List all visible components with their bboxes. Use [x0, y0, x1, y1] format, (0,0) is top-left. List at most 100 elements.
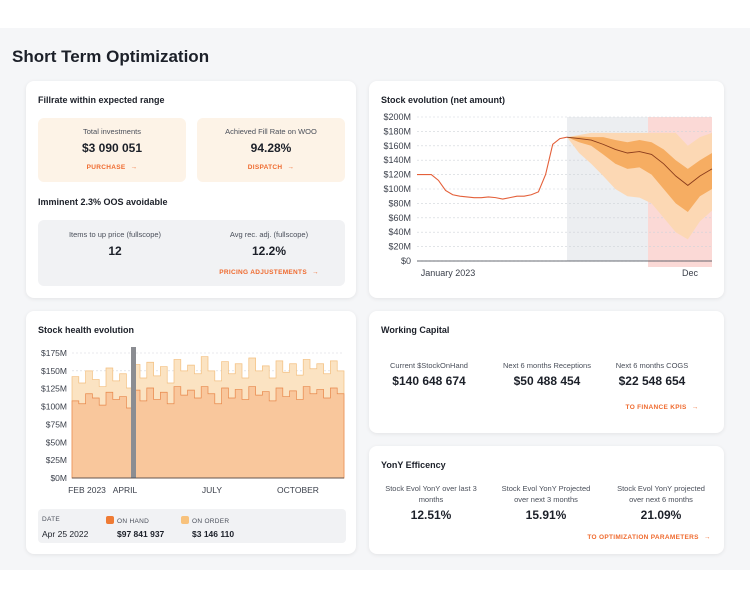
- yony-last-3-months-stat: Stock Evol YonY over last 3 months 12.51…: [369, 484, 493, 522]
- pricing-tile: Items to up price (fullscope) 12 Avg rec…: [38, 220, 345, 286]
- receptions-label: Next 6 months Receptions: [503, 361, 591, 370]
- y-tick-label: $80M: [388, 198, 411, 208]
- pricing-adjustments-link[interactable]: PRICING ADJUSTEMENTS →: [192, 269, 346, 276]
- on-hand-header-label: ON HAND: [117, 518, 150, 525]
- on-hand-area: [71, 386, 345, 479]
- on-order-header: ON ORDER: [181, 516, 229, 525]
- yony-last-3-months-label-2: months: [418, 495, 444, 504]
- y-tick-label: $200M: [383, 112, 411, 122]
- finance-kpis-link[interactable]: TO FINANCE KPIS →: [597, 404, 727, 411]
- arrow-right-icon: →: [130, 164, 138, 171]
- stock-health-title: Stock health evolution: [38, 325, 135, 335]
- working-capital-title: Working Capital: [381, 325, 450, 335]
- y-tick-label: $40M: [388, 227, 411, 237]
- fillrate-title: Fillrate within expected range: [38, 95, 165, 105]
- y-tick-label: $100M: [383, 184, 411, 194]
- yony-last-3-months-value: 12.51%: [410, 508, 452, 522]
- date-header: DATE: [42, 516, 61, 523]
- stock-evolution-title: Stock evolution (net amount): [381, 95, 506, 105]
- on-order-legend-icon: [181, 516, 189, 524]
- y-tick-label: $100M: [41, 402, 67, 412]
- y-tick-label: $75M: [46, 419, 67, 429]
- items-up-value: 12: [108, 244, 122, 258]
- items-up-block: Items to up price (fullscope) 12: [38, 230, 192, 258]
- forecast-median-line: [566, 136, 713, 186]
- x-tick-label: JULY: [202, 485, 222, 495]
- optimization-parameters-link-label: TO OPTIMIZATION PARAMETERS: [587, 534, 699, 541]
- x-tick-label: FEB 2023: [68, 485, 106, 495]
- stock-on-hand-label: Current $StockOnHand: [390, 361, 468, 370]
- yony-next-3-months-value: 15.91%: [525, 508, 567, 522]
- date-value: Apr 25 2022: [42, 529, 89, 539]
- yony-card: YonY Efficency Stock Evol YonY over last…: [369, 446, 724, 554]
- on-hand-value: $97 841 937: [117, 529, 165, 539]
- avg-rec-block: Avg rec. adj. (fullscope) 12.2%: [192, 230, 346, 258]
- fill-rate-label: Achieved Fill Rate on WOO: [225, 127, 317, 136]
- x-tick-label: Dec: [682, 268, 699, 278]
- arrow-right-icon: →: [691, 404, 699, 411]
- y-tick-label: $0M: [50, 473, 67, 483]
- avg-rec-label: Avg rec. adj. (fullscope): [229, 230, 309, 239]
- yony-next-6-months-label-2: over next 6 months: [629, 495, 693, 504]
- fill-rate-value: 94.28%: [250, 141, 292, 155]
- yony-next-3-months-stat: Stock Evol YonY Projected over next 3 mo…: [484, 484, 608, 522]
- y-tick-label: $150M: [41, 366, 67, 376]
- y-tick-label: $60M: [388, 213, 411, 223]
- total-investments-tile: Total investments $3 090 051 PURCHASE →: [38, 118, 186, 182]
- dispatch-link-label: DISPATCH: [247, 164, 283, 171]
- on-hand-legend-icon: [106, 516, 114, 524]
- x-tick-label: OCTOBER: [277, 485, 319, 495]
- total-investments-label: Total investments: [83, 127, 141, 136]
- cogs-stat: Next 6 months COGS $22 548 654: [597, 361, 707, 388]
- dispatch-link[interactable]: DISPATCH →: [197, 164, 345, 171]
- arrow-right-icon: →: [287, 164, 295, 171]
- stock-on-hand-stat: Current $StockOnHand $140 648 674: [369, 361, 489, 388]
- stock-health-tooltip-table: DATE Apr 25 2022 ON HAND $97 841 937 ON …: [38, 509, 346, 543]
- stock-evolution-card: Stock evolution (net amount) $0 $20M $40M $…: [369, 81, 724, 298]
- purchase-link[interactable]: PURCHASE →: [38, 164, 186, 171]
- on-order-value: $3 146 110: [192, 529, 235, 539]
- date-cursor: [131, 347, 136, 478]
- y-tick-label: $175M: [41, 348, 67, 358]
- forecast-inner-band: [567, 136, 712, 213]
- fillrate-card: Fillrate within expected range Total inv…: [26, 81, 356, 298]
- yony-next-6-months-label-1: Stock Evol YonY projected: [617, 484, 705, 493]
- receptions-stat: Next 6 months Receptions $50 488 454: [487, 361, 607, 388]
- y-tick-label: $25M: [46, 455, 67, 465]
- pricing-link-label: PRICING ADJUSTEMENTS: [219, 269, 307, 276]
- yony-next-6-months-value: 21.09%: [640, 508, 682, 522]
- y-tick-label: $120M: [383, 170, 411, 180]
- yony-title: YonY Efficency: [381, 460, 446, 470]
- y-tick-label: $20M: [388, 242, 411, 252]
- x-tick-label: January 2023: [421, 268, 476, 278]
- fill-rate-tile: Achieved Fill Rate on WOO 94.28% DISPATC…: [197, 118, 345, 182]
- receptions-value: $50 488 454: [513, 374, 581, 388]
- y-tick-label: $0: [401, 256, 411, 266]
- stock-evolution-chart: $0 $20M $40M $60M $80M $100M $120M $140M $160M $1…: [383, 112, 713, 278]
- finance-kpis-link-label: TO FINANCE KPIS: [625, 404, 687, 411]
- cogs-value: $22 548 654: [618, 374, 686, 388]
- optimization-parameters-link[interactable]: TO OPTIMIZATION PARAMETERS →: [569, 534, 729, 541]
- stock-health-chart: $0M $25M $50M $75M $100M $125M $150M $175M FEB 2…: [41, 347, 345, 495]
- total-investments-value: $3 090 051: [81, 141, 143, 155]
- forecast-outer-band: [567, 132, 712, 240]
- y-tick-label: $160M: [383, 141, 411, 151]
- stock-on-hand-value: $140 648 674: [392, 374, 466, 388]
- arrow-right-icon: →: [311, 269, 319, 276]
- working-capital-card: Working Capital Current $StockOnHand $14…: [369, 311, 724, 433]
- page-title: Short Term Optimization: [12, 47, 210, 66]
- stock-health-card: Stock health evolution $0M $25M $50M $75M $1…: [26, 311, 356, 554]
- on-order-header-label: ON ORDER: [192, 518, 230, 525]
- cogs-label: Next 6 months COGS: [615, 361, 689, 370]
- avg-rec-value: 12.2%: [251, 244, 287, 258]
- historical-line: [417, 136, 568, 200]
- y-tick-label: $140M: [383, 155, 411, 165]
- yony-next-6-months-stat: Stock Evol YonY projected over next 6 mo…: [599, 484, 723, 522]
- x-tick-label: APRIL: [113, 485, 138, 495]
- yony-next-3-months-label-2: over next 3 months: [514, 495, 578, 504]
- arrow-right-icon: →: [703, 534, 711, 541]
- y-tick-label: $180M: [383, 126, 411, 136]
- purchase-link-label: PURCHASE: [86, 164, 126, 171]
- y-tick-label: $50M: [46, 437, 67, 447]
- yony-next-3-months-label-1: Stock Evol YonY Projected: [501, 484, 591, 493]
